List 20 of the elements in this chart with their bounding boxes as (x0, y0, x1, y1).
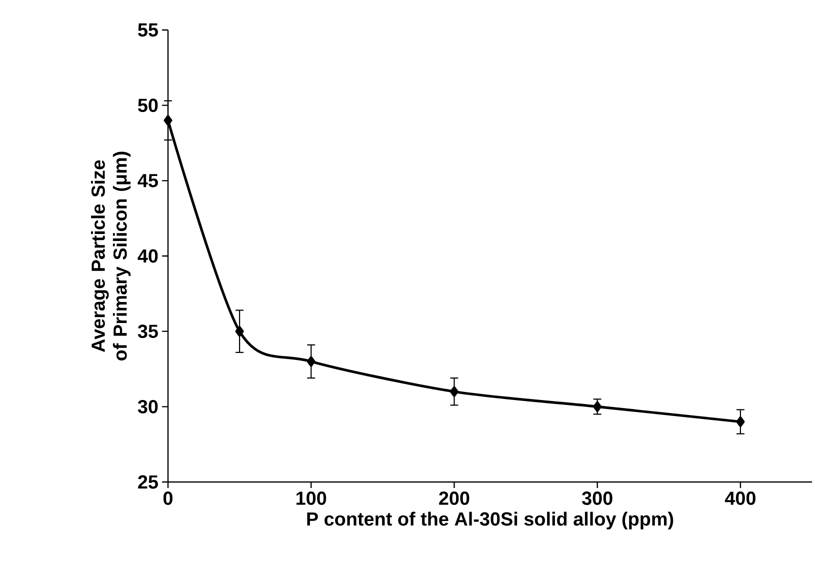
x-tick-label: 400 (724, 492, 756, 505)
y-tick-label: 45 (138, 174, 158, 188)
y-axis-title: Average Particle Size of Primary Silicon (μm) (91, 152, 131, 360)
x-axis-title: P content of the Al-30Si solid alloy (ppm) (307, 512, 674, 530)
x-tick-label: 0 (163, 492, 172, 505)
y-tick-label: 30 (138, 400, 158, 414)
point (235, 326, 244, 337)
point (593, 401, 602, 412)
point (306, 356, 316, 367)
point (450, 386, 459, 397)
point (736, 416, 745, 428)
y-tick-label: 55 (138, 23, 158, 37)
x-tick-label: 300 (582, 492, 612, 505)
y-tick-label: 50 (138, 98, 158, 112)
y-tick-label: 40 (138, 249, 158, 263)
point (164, 115, 172, 126)
y-tick-label: 35 (138, 324, 158, 338)
x-tick-label: 100 (296, 492, 326, 505)
x-tick-label: 200 (439, 492, 470, 505)
y-tick-label: 25 (138, 475, 158, 489)
